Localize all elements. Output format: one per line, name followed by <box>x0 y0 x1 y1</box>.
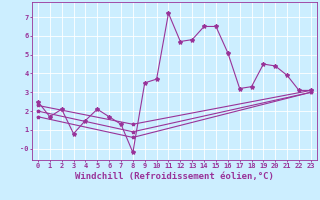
X-axis label: Windchill (Refroidissement éolien,°C): Windchill (Refroidissement éolien,°C) <box>75 172 274 181</box>
